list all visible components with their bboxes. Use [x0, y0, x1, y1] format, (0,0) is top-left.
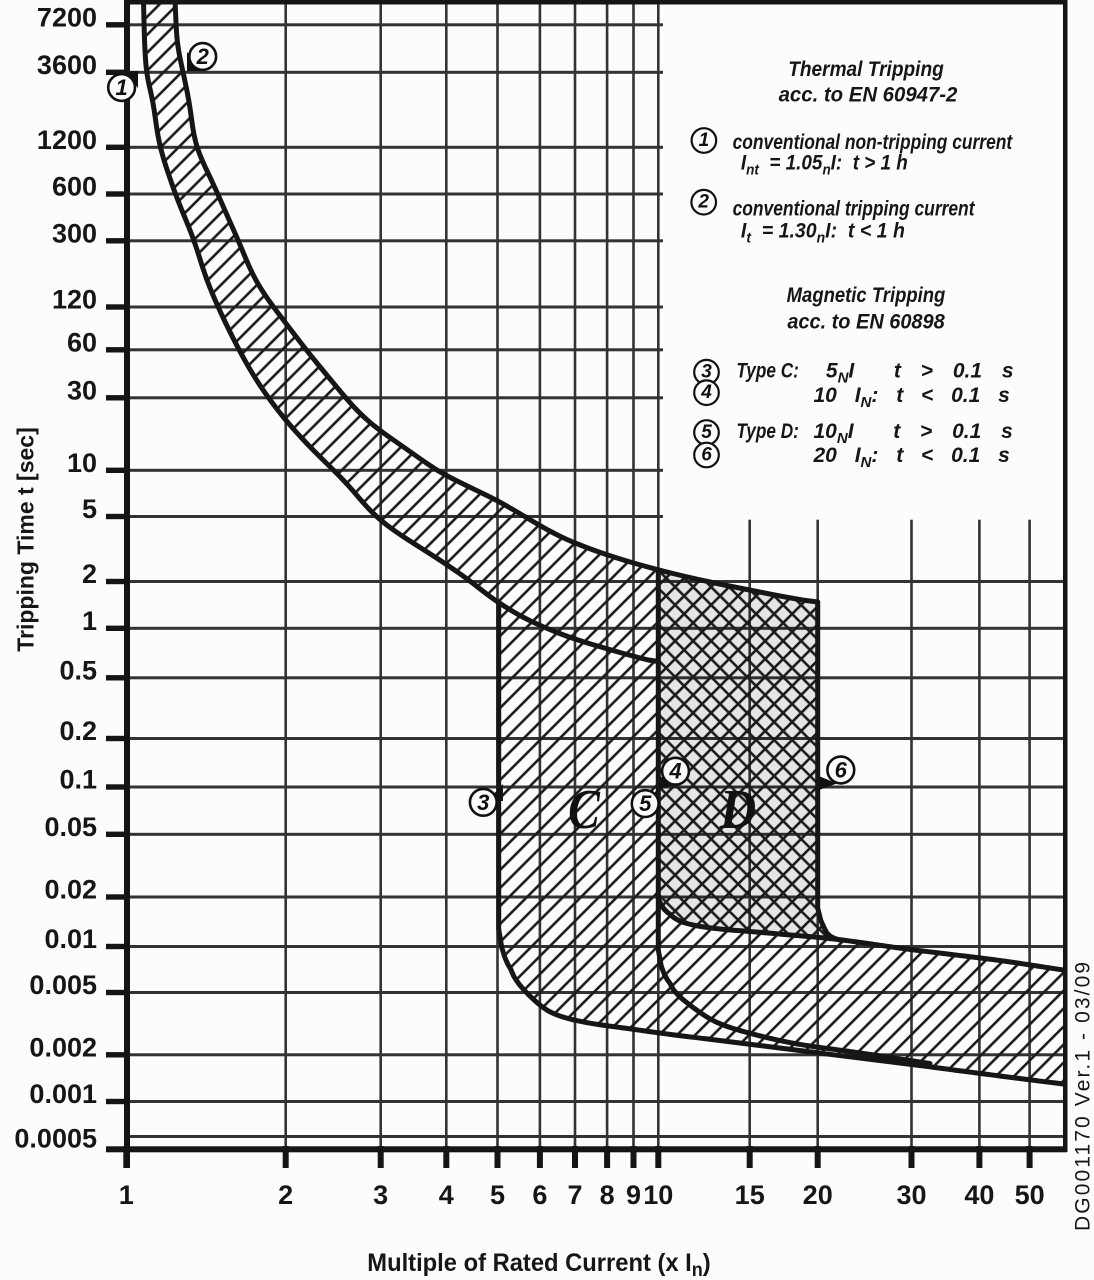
svg-text:conventional tripping current: conventional tripping current	[733, 198, 976, 221]
svg-text:0.005: 0.005	[29, 970, 97, 1000]
svg-text:300: 300	[52, 218, 97, 248]
svg-text:50: 50	[1015, 1180, 1045, 1210]
svg-text:0.05: 0.05	[44, 812, 97, 842]
svg-text:conventional non-tripping curr: conventional non-tripping current	[733, 132, 1014, 155]
svg-text:10 IN: t < 0.1 s: 10 IN: t < 0.1 s	[814, 384, 1010, 411]
svg-text:0.0005: 0.0005	[14, 1124, 97, 1154]
svg-text:0.01: 0.01	[44, 924, 97, 954]
svg-text:1: 1	[82, 606, 97, 636]
svg-text:4: 4	[439, 1180, 454, 1210]
svg-text:6: 6	[701, 445, 712, 466]
svg-text:Thermal Tripping: Thermal Tripping	[788, 58, 944, 81]
svg-text:3: 3	[373, 1180, 388, 1210]
svg-text:7: 7	[567, 1180, 582, 1210]
svg-text:1: 1	[115, 75, 127, 100]
svg-text:1200: 1200	[37, 125, 97, 155]
svg-text:4: 4	[700, 382, 712, 403]
svg-text:1: 1	[119, 1180, 134, 1210]
svg-text:10: 10	[67, 448, 97, 478]
svg-text:4: 4	[668, 759, 681, 784]
svg-text:1: 1	[699, 130, 710, 151]
svg-text:Type D:: Type D:	[736, 421, 798, 444]
svg-text:D: D	[719, 779, 756, 841]
svg-text:8: 8	[600, 1180, 615, 1210]
svg-text:Type C:: Type C:	[736, 360, 798, 383]
svg-text:60: 60	[67, 327, 97, 357]
svg-text:120: 120	[52, 285, 97, 315]
svg-text:3: 3	[477, 790, 489, 815]
svg-text:10: 10	[643, 1180, 673, 1210]
svg-text:0.001: 0.001	[29, 1079, 97, 1109]
svg-text:5: 5	[639, 791, 652, 816]
svg-text:0.2: 0.2	[59, 716, 97, 746]
svg-text:2: 2	[697, 192, 709, 213]
svg-text:0.5: 0.5	[59, 655, 97, 685]
svg-text:2: 2	[196, 44, 210, 69]
svg-text:30: 30	[67, 375, 97, 405]
svg-text:20 IN: t < 0.1 s: 20 IN: t < 0.1 s	[813, 444, 1010, 471]
svg-text:40: 40	[964, 1180, 994, 1210]
svg-text:Magnetic Tripping: Magnetic Tripping	[787, 284, 946, 307]
svg-text:Multiple of Rated Current (x I: Multiple of Rated Current (x In)	[367, 1249, 710, 1280]
svg-text:5: 5	[490, 1180, 505, 1210]
svg-text:Tripping Time t [sec]: Tripping Time t [sec]	[13, 427, 39, 652]
svg-text:3600: 3600	[37, 50, 97, 80]
svg-text:600: 600	[52, 172, 97, 202]
svg-text:0.02: 0.02	[44, 875, 97, 905]
svg-text:20: 20	[803, 1180, 833, 1210]
svg-text:acc. to EN 60898: acc. to EN 60898	[787, 310, 945, 334]
svg-text:6: 6	[835, 758, 848, 783]
svg-text:10NI t > 0.1 s: 10NI t > 0.1 s	[814, 420, 1013, 447]
svg-text:2: 2	[82, 559, 97, 589]
svg-text:5: 5	[82, 494, 97, 524]
svg-text:acc. to EN 60947-2: acc. to EN 60947-2	[779, 83, 958, 106]
svg-text:2: 2	[278, 1180, 293, 1210]
svg-text:15: 15	[735, 1180, 765, 1210]
svg-text:5: 5	[701, 422, 712, 443]
svg-text:DG001170 Ver.1 - 03/09: DG001170 Ver.1 - 03/09	[1072, 960, 1094, 1231]
svg-text:3: 3	[701, 362, 712, 383]
svg-text:9: 9	[626, 1180, 641, 1210]
svg-text:C: C	[568, 780, 601, 841]
svg-text:0.1: 0.1	[59, 765, 97, 795]
svg-text:0.002: 0.002	[29, 1032, 97, 1062]
svg-text:30: 30	[896, 1180, 926, 1210]
svg-text:6: 6	[532, 1180, 547, 1210]
svg-text:5NI t > 0.1 s: 5NI t > 0.1 s	[826, 360, 1014, 387]
svg-text:7200: 7200	[37, 2, 97, 32]
